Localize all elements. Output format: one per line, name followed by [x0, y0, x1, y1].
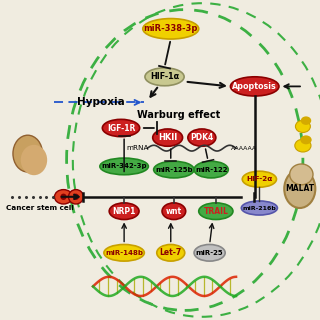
- Text: Warburg effect: Warburg effect: [137, 110, 220, 120]
- Ellipse shape: [109, 203, 139, 220]
- Ellipse shape: [157, 244, 185, 261]
- Ellipse shape: [21, 145, 47, 175]
- Text: HIF-2α: HIF-2α: [246, 176, 273, 182]
- Text: wnt: wnt: [166, 207, 182, 216]
- Ellipse shape: [242, 171, 276, 187]
- Text: miR-338-3p: miR-338-3p: [144, 24, 198, 33]
- Ellipse shape: [102, 119, 140, 137]
- Ellipse shape: [230, 77, 279, 96]
- Ellipse shape: [60, 194, 67, 200]
- Ellipse shape: [301, 116, 311, 125]
- Text: NRP1: NRP1: [112, 207, 136, 216]
- Ellipse shape: [194, 161, 228, 178]
- Text: mRNA: mRNA: [127, 146, 149, 151]
- Ellipse shape: [199, 203, 233, 220]
- Ellipse shape: [284, 170, 315, 208]
- Text: Apoptosis: Apoptosis: [232, 82, 277, 91]
- Text: Let-7: Let-7: [160, 248, 182, 257]
- Ellipse shape: [241, 201, 277, 215]
- Text: MALAT: MALAT: [285, 184, 314, 193]
- Ellipse shape: [13, 135, 43, 172]
- Text: miR-25: miR-25: [196, 250, 223, 256]
- Ellipse shape: [300, 135, 312, 144]
- Text: Cancer stem cell: Cancer stem cell: [6, 205, 74, 211]
- Text: miR-122: miR-122: [195, 167, 228, 172]
- Ellipse shape: [290, 164, 313, 185]
- Text: HIF-1α: HIF-1α: [150, 72, 179, 81]
- Text: miR-148b: miR-148b: [105, 250, 143, 256]
- Ellipse shape: [104, 244, 144, 261]
- Ellipse shape: [194, 244, 225, 261]
- Ellipse shape: [162, 203, 186, 220]
- Ellipse shape: [68, 189, 84, 204]
- Ellipse shape: [100, 158, 148, 175]
- Text: AAAAAA: AAAAAA: [231, 146, 257, 151]
- Text: HKII: HKII: [158, 133, 177, 142]
- Text: PDK4: PDK4: [190, 133, 213, 142]
- Ellipse shape: [153, 129, 183, 146]
- Ellipse shape: [145, 68, 184, 86]
- Ellipse shape: [295, 120, 310, 132]
- Text: miR-216b: miR-216b: [243, 205, 276, 211]
- Ellipse shape: [154, 161, 194, 178]
- Text: miR-125b: miR-125b: [155, 167, 193, 172]
- Ellipse shape: [143, 19, 199, 39]
- Text: TRAIL: TRAIL: [204, 207, 228, 216]
- Ellipse shape: [188, 129, 216, 146]
- Text: IGF-1R: IGF-1R: [107, 124, 135, 132]
- Text: Hypoxia: Hypoxia: [77, 97, 125, 108]
- Ellipse shape: [54, 189, 73, 204]
- Ellipse shape: [295, 139, 311, 152]
- Ellipse shape: [73, 194, 79, 200]
- Text: miR-342-3p: miR-342-3p: [101, 164, 147, 169]
